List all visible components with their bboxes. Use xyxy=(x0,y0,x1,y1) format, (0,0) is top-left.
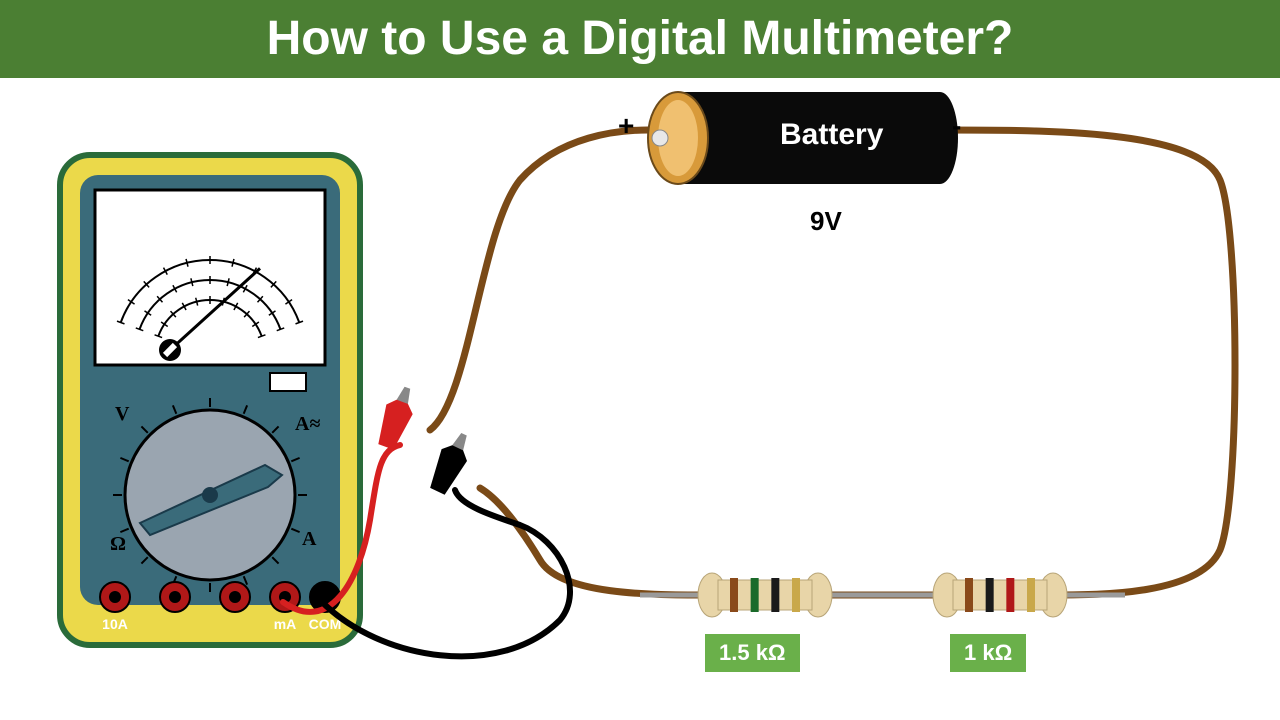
probe-black-clip xyxy=(425,432,472,498)
circuit-wire xyxy=(430,130,1235,595)
battery-plus: + xyxy=(618,110,634,142)
svg-text:A≈: A≈ xyxy=(295,413,320,435)
svg-text:mA: mA xyxy=(274,616,297,632)
svg-text:A: A xyxy=(302,528,317,550)
resistor-1 xyxy=(640,573,890,617)
svg-text:10A: 10A xyxy=(102,616,128,632)
resistor-1-label: 1.5 kΩ xyxy=(705,634,800,672)
probe-red-clip xyxy=(373,386,416,452)
multimeter: VA≈ΩA10AmACOM xyxy=(60,155,360,645)
battery-label: Battery xyxy=(780,118,883,152)
battery-voltage: 9V xyxy=(810,206,842,237)
resistor-2 xyxy=(875,573,1125,617)
battery-minus: - xyxy=(952,110,961,142)
svg-text:V: V xyxy=(115,403,130,425)
resistor-2-label: 1 kΩ xyxy=(950,634,1026,672)
svg-text:Ω: Ω xyxy=(110,533,126,555)
circuit-diagram: VA≈ΩA10AmACOM xyxy=(0,0,1280,720)
